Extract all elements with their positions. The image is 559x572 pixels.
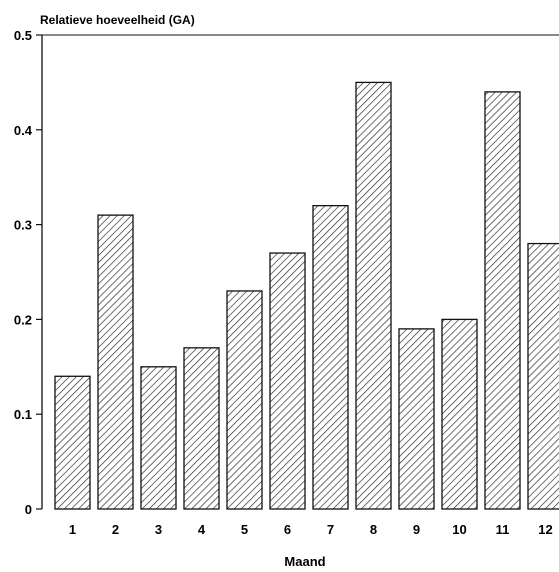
bar-month-9 [398, 328, 435, 510]
bar-month-8 [355, 81, 392, 510]
chart-title: Relatieve hoeveelheid (GA) [40, 13, 195, 27]
bar-month-3 [140, 366, 177, 510]
bar-month-11 [484, 91, 521, 510]
y-tick-label: 0.3 [14, 218, 32, 233]
y-tick-label: 0.5 [14, 28, 32, 43]
x-tick-label: 1 [69, 522, 76, 537]
x-tick-label: 9 [413, 522, 420, 537]
y-tick-label: 0.4 [14, 123, 33, 138]
x-tick-label: 2 [112, 522, 119, 537]
x-tick-label: 7 [327, 522, 334, 537]
bar-month-7 [312, 204, 349, 510]
y-tick-label: 0.2 [14, 312, 32, 327]
bars-group [54, 81, 559, 510]
x-tick-label: 8 [370, 522, 377, 537]
bar-month-5 [226, 290, 263, 510]
bar-month-10 [441, 318, 478, 510]
y-axis: 0 0.1 0.2 0.3 0.4 0.5 [14, 28, 559, 517]
x-axis-label: Maand [284, 554, 325, 569]
x-axis: 1 2 3 4 5 6 7 8 9 10 11 12 [69, 522, 553, 537]
y-tick-label: 0.1 [14, 407, 32, 422]
x-tick-label: 5 [241, 522, 248, 537]
x-tick-label: 6 [284, 522, 291, 537]
bar-month-2 [97, 214, 134, 510]
x-tick-label: 11 [496, 522, 510, 537]
x-tick-label: 3 [155, 522, 162, 537]
y-tick-label: 0 [25, 502, 32, 517]
bar-month-4 [183, 347, 220, 510]
x-tick-label: 10 [452, 522, 466, 537]
x-tick-label: 4 [198, 522, 206, 537]
bar-month-12 [527, 242, 559, 510]
bar-month-1 [54, 375, 91, 510]
bar-month-6 [269, 252, 306, 510]
x-tick-label: 12 [538, 522, 552, 537]
